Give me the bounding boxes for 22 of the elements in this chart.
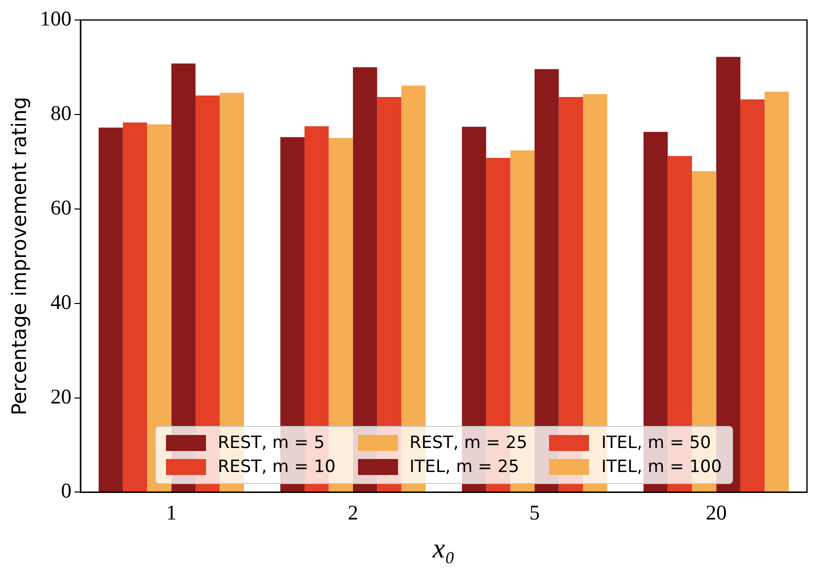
x-tick-label: 20 xyxy=(706,500,727,524)
x-tick-label: 1 xyxy=(166,500,177,524)
y-tick-label: 0 xyxy=(61,478,72,503)
x-tick-label: 2 xyxy=(348,500,358,524)
legend-label: REST, m = 25 xyxy=(410,433,528,454)
bar xyxy=(740,99,765,492)
y-tick-label: 100 xyxy=(40,6,72,31)
legend-label: ITEL, m = 25 xyxy=(410,457,520,478)
legend-label: ITEL, m = 50 xyxy=(601,433,711,454)
bar xyxy=(122,122,148,492)
bar xyxy=(98,128,123,492)
y-axis-title: Percentage improvement rating xyxy=(7,96,32,416)
x-tick-label: 5 xyxy=(529,500,540,524)
y-tick-label: 40 xyxy=(50,290,72,314)
legend-label: REST, m = 10 xyxy=(218,457,336,478)
y-tick-label: 60 xyxy=(50,195,72,220)
x-axis-title: x₀ xyxy=(432,534,455,565)
y-tick-label: 80 xyxy=(50,100,72,125)
bar xyxy=(764,92,789,492)
legend-label: ITEL, m = 100 xyxy=(601,457,722,478)
legend-label: REST, m = 5 xyxy=(218,433,325,454)
y-tick-label: 20 xyxy=(50,384,72,408)
